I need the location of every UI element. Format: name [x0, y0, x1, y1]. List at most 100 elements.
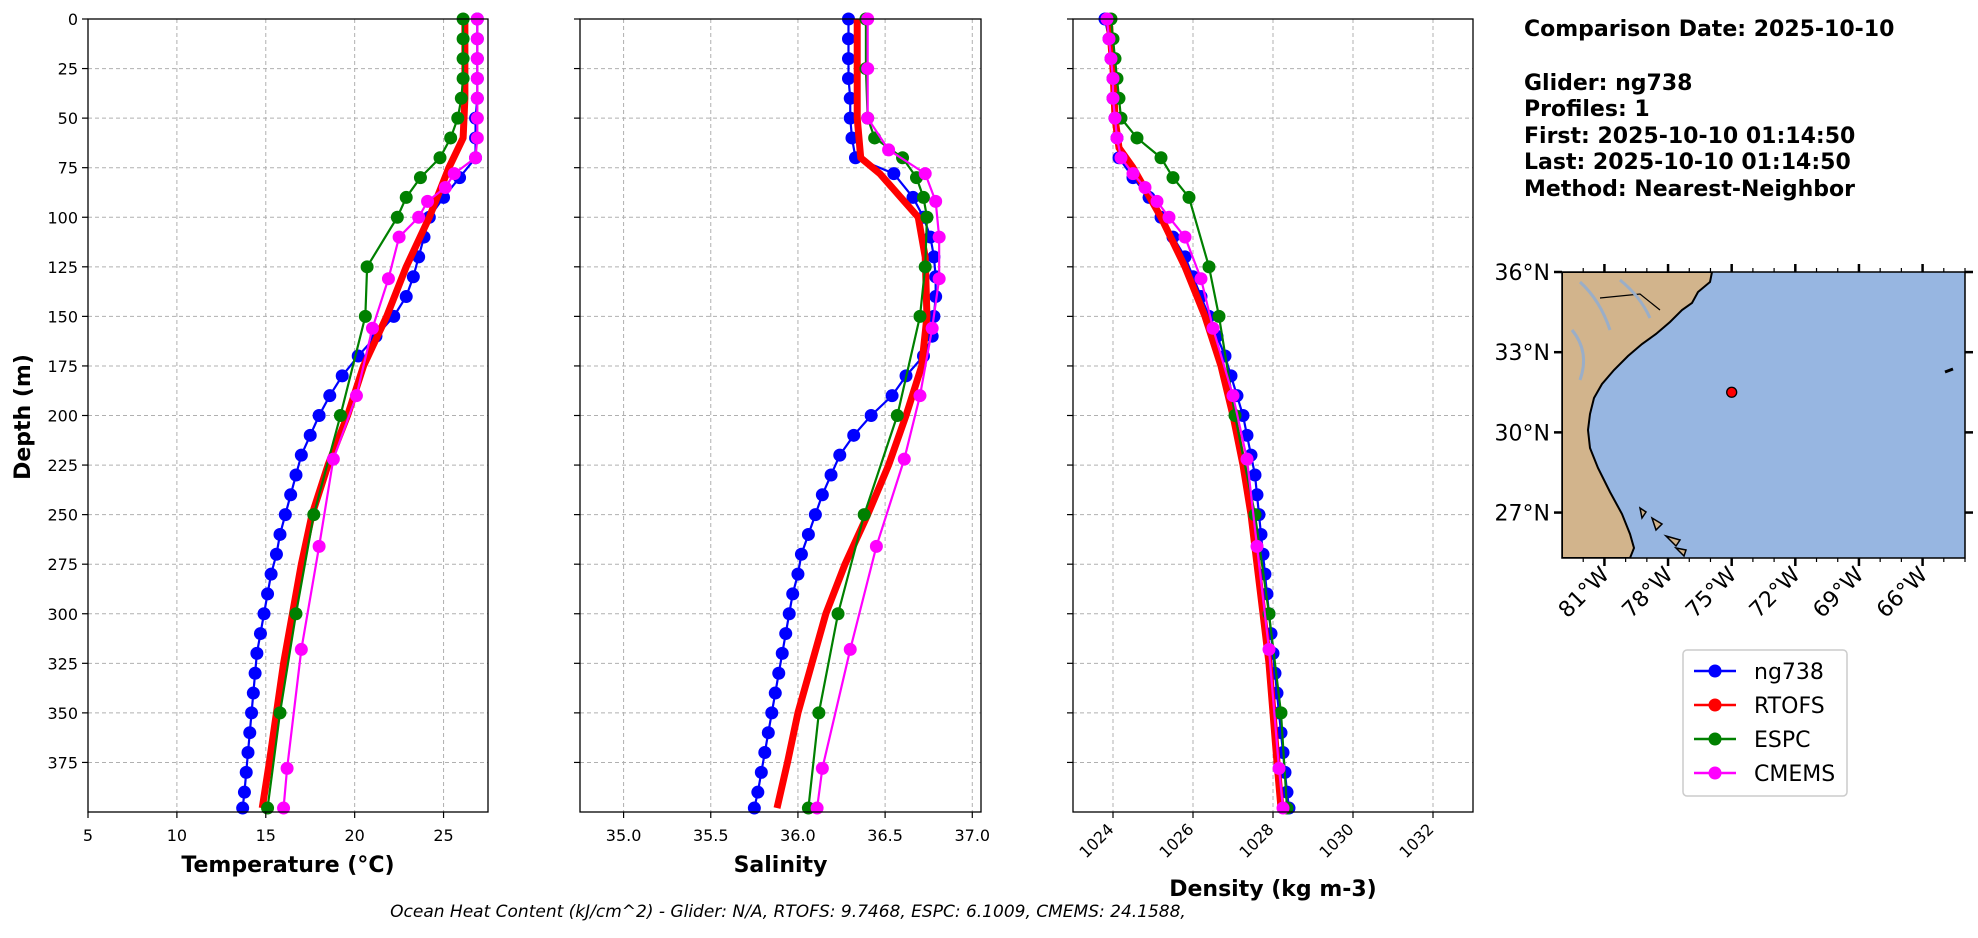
- map-lon-label: 75°W: [1681, 562, 1742, 623]
- point-cmems: [470, 32, 484, 46]
- map-bermuda: [1944, 367, 1954, 374]
- point-ng738: [833, 448, 847, 462]
- point-ng738: [278, 508, 292, 522]
- point-cmems: [815, 761, 829, 775]
- method: Method: Nearest-Neighbor: [1524, 177, 1855, 202]
- point-cmems: [1114, 151, 1128, 165]
- point-cmems: [1106, 71, 1120, 85]
- series-line-rtofs: [258, 19, 469, 809]
- legend-items: ng738 RTOFS ESPC CMEMS: [1694, 660, 1835, 787]
- x-tick-label: 25: [433, 826, 453, 845]
- point-ng738: [751, 785, 765, 799]
- first-time: First: 2025-10-10 01:14:50: [1524, 124, 1855, 149]
- map-state-border: [1599, 293, 1661, 311]
- point-cmems: [447, 167, 461, 181]
- map-bahamas: [1638, 506, 1687, 558]
- point-cmems: [312, 539, 326, 553]
- legend: ng738 RTOFS ESPC CMEMS: [1682, 649, 1848, 797]
- map-lat-label: 33°N: [1495, 341, 1550, 366]
- point-cmems: [470, 131, 484, 145]
- legend-swatch-marker: [1708, 732, 1722, 746]
- glider-name: Glider: ng738: [1524, 71, 1692, 96]
- point-cmems: [1272, 761, 1286, 775]
- point-cmems: [1276, 801, 1290, 815]
- point-espc: [1228, 409, 1242, 422]
- x-tick-label: 1024: [1075, 820, 1117, 862]
- point-ng738: [758, 746, 772, 760]
- point-ng738: [250, 646, 264, 660]
- point-ng738: [1248, 468, 1262, 482]
- point-ng738: [303, 428, 317, 442]
- x-tick-label: 35.0: [606, 826, 642, 845]
- y-tick-label: 50: [58, 109, 78, 128]
- point-ng738: [808, 508, 822, 522]
- point-cmems: [1138, 181, 1152, 195]
- point-ng738: [768, 686, 782, 700]
- point-espc: [1166, 171, 1180, 185]
- point-ng738: [779, 627, 793, 641]
- point-ng738: [843, 91, 857, 105]
- map-lon-label: 66°W: [1872, 562, 1933, 623]
- y-axis-label: Depth (m): [11, 354, 36, 480]
- x-tick-label: 36.0: [780, 826, 816, 845]
- glider-position-marker[interactable]: [1726, 386, 1738, 398]
- x-tick-label: 15: [256, 826, 276, 845]
- point-cmems: [1194, 272, 1208, 286]
- map-lon-label: 69°W: [1809, 562, 1870, 623]
- point-ng738: [794, 547, 808, 561]
- point-espc: [360, 260, 374, 274]
- point-ng738: [245, 706, 259, 720]
- point-cmems: [1250, 539, 1264, 553]
- point-ng738: [323, 389, 337, 403]
- legend-label-rtofs: RTOFS: [1754, 694, 1825, 719]
- point-cmems: [277, 801, 291, 815]
- point-espc: [399, 190, 413, 204]
- map-lon-label: 78°W: [1618, 562, 1679, 623]
- point-cmems: [932, 272, 946, 286]
- y-tick-label: 375: [47, 753, 78, 772]
- point-espc: [890, 409, 904, 422]
- point-espc: [868, 131, 882, 145]
- legend-frame: [1682, 649, 1848, 797]
- point-espc: [920, 210, 934, 224]
- y-tick-label: 350: [47, 704, 78, 723]
- legend-label-ng738: ng738: [1754, 660, 1824, 685]
- point-ng738: [841, 71, 855, 85]
- point-cmems: [897, 452, 911, 466]
- point-ng738: [761, 726, 775, 740]
- y-tick-label: 250: [47, 506, 78, 525]
- map-lat-label: 30°N: [1495, 421, 1550, 446]
- point-espc: [289, 607, 303, 621]
- point-ng738: [269, 547, 283, 561]
- point-ng738: [273, 527, 287, 541]
- point-cmems: [861, 111, 875, 125]
- point-ng738: [843, 111, 857, 125]
- map-lon-label: 81°W: [1554, 562, 1615, 623]
- point-cmems: [1110, 131, 1124, 145]
- point-ng738: [801, 527, 815, 541]
- point-ng738: [312, 409, 326, 422]
- profile-panels: 5 10 15 20 250255075100125150175200225250275…: [47, 10, 1474, 902]
- point-ng738: [243, 726, 257, 740]
- point-ng738: [754, 765, 768, 779]
- point-ng738: [841, 52, 855, 66]
- point-cmems: [861, 62, 875, 76]
- map-frame: [1561, 271, 1966, 559]
- point-cmems: [1178, 230, 1192, 244]
- point-cmems: [913, 389, 927, 403]
- map-rivers: [1570, 278, 1652, 381]
- point-espc: [1274, 706, 1288, 720]
- point-ng738: [248, 666, 262, 680]
- point-cmems: [1102, 32, 1116, 46]
- point-ng738: [1240, 428, 1254, 442]
- point-cmems: [1106, 91, 1120, 105]
- point-espc: [413, 171, 427, 185]
- point-ng738: [885, 389, 899, 403]
- x-tick-label: 1028: [1235, 820, 1277, 862]
- legend-swatch-marker: [1708, 698, 1722, 712]
- point-ng738: [747, 801, 761, 815]
- point-ng738: [406, 270, 420, 284]
- point-ng738: [284, 488, 298, 502]
- point-espc: [857, 508, 871, 522]
- point-espc: [261, 801, 275, 815]
